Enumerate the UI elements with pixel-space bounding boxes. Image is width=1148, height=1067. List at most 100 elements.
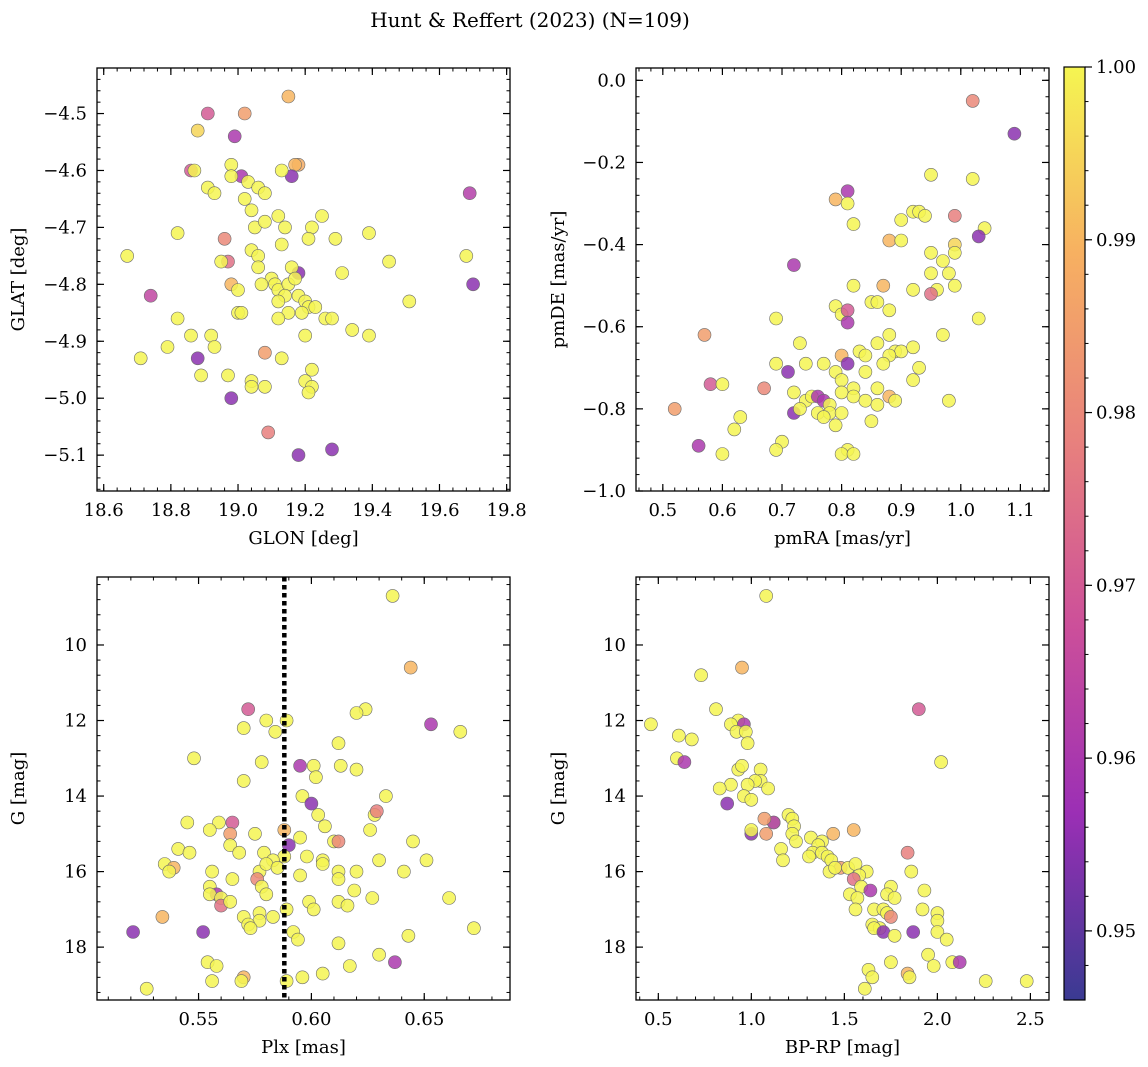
data-point — [816, 410, 831, 424]
data-point — [828, 860, 842, 875]
data-point — [971, 229, 986, 244]
data-point — [936, 328, 950, 342]
axes-frame — [96, 67, 511, 492]
x-tick-label: 18.8 — [151, 500, 191, 521]
x-tick-label: 19.0 — [218, 500, 258, 521]
data-point — [740, 736, 755, 751]
data-point — [884, 910, 898, 924]
data-point — [971, 311, 986, 326]
data-point — [906, 925, 921, 939]
data-point — [894, 233, 909, 248]
data-point — [333, 758, 348, 773]
data-point — [254, 277, 269, 292]
data-point — [318, 819, 332, 834]
data-point — [295, 789, 310, 803]
data-point — [761, 781, 775, 796]
data-point — [924, 168, 938, 182]
data-point — [846, 823, 861, 837]
data-point — [306, 758, 321, 773]
data-point — [840, 196, 855, 211]
data-point — [342, 959, 357, 973]
data-point — [308, 300, 323, 314]
data-point — [863, 883, 878, 898]
data-point — [828, 192, 843, 207]
y-tick-label: 16 — [64, 862, 87, 883]
data-point — [774, 842, 788, 856]
x-axis-label: Plx [mas] — [261, 1037, 346, 1058]
data-point — [720, 796, 735, 811]
data-point — [139, 981, 154, 996]
data-point — [846, 389, 861, 404]
data-point — [834, 385, 849, 400]
y-axis-label: pmDE [mas/yr] — [548, 211, 569, 349]
data-point — [225, 815, 240, 830]
data-point — [644, 717, 658, 732]
data-point — [204, 328, 218, 343]
data-point — [887, 891, 902, 905]
data-point — [906, 340, 920, 355]
scatter-points — [120, 89, 480, 462]
data-point — [331, 872, 346, 886]
data-point — [244, 379, 259, 394]
data-point — [924, 246, 938, 260]
data-point — [369, 804, 384, 819]
data-point — [834, 447, 849, 461]
data-point — [727, 422, 742, 437]
data-point — [459, 249, 474, 263]
data-point — [244, 203, 259, 218]
data-point — [305, 362, 319, 377]
data-point — [759, 589, 774, 603]
data-point — [194, 368, 208, 383]
y-tick-label: −5.0 — [43, 388, 87, 409]
x-tick-label: 19.8 — [487, 500, 527, 521]
data-point — [180, 815, 195, 830]
data-point — [205, 974, 219, 988]
data-point — [894, 344, 909, 359]
data-point — [271, 311, 286, 326]
data-point — [365, 891, 380, 905]
data-point — [170, 311, 185, 326]
data-point — [196, 925, 210, 939]
data-point — [224, 391, 239, 406]
data-point — [462, 186, 477, 200]
data-point — [274, 163, 289, 178]
colorbar-tick-label: 0.99 — [1096, 230, 1136, 251]
data-point — [203, 887, 217, 902]
data-point — [900, 845, 915, 860]
data-point — [947, 209, 962, 223]
data-point — [715, 447, 730, 461]
data-point — [301, 385, 316, 400]
data-point — [918, 209, 932, 223]
data-point — [769, 311, 783, 326]
data-point — [182, 845, 197, 860]
data-point — [769, 356, 783, 371]
data-point — [259, 887, 274, 902]
data-point — [221, 368, 235, 383]
x-tick-label: 0.5 — [644, 1009, 673, 1030]
data-point — [930, 925, 945, 939]
data-point — [467, 921, 481, 936]
data-point — [224, 169, 239, 183]
y-tick-label: 14 — [603, 786, 626, 807]
data-point — [401, 928, 416, 943]
data-point — [850, 891, 865, 905]
data-point — [904, 864, 919, 879]
data-point — [372, 853, 386, 868]
data-point — [816, 356, 831, 371]
data-point — [201, 106, 215, 121]
data-point — [385, 589, 400, 603]
data-point — [846, 217, 861, 231]
y-tick-label: −5.1 — [43, 445, 87, 466]
x-tick-label: 19.2 — [285, 500, 325, 521]
y-tick-label: −4.8 — [43, 274, 87, 295]
data-point — [915, 902, 930, 917]
data-point — [347, 883, 362, 898]
data-point — [709, 702, 723, 717]
data-point — [331, 736, 346, 751]
data-point — [846, 447, 861, 461]
x-tick-label: 0.5 — [648, 500, 677, 521]
data-point — [789, 834, 803, 849]
data-point — [757, 811, 772, 826]
data-point — [858, 348, 873, 363]
data-point — [261, 425, 276, 440]
